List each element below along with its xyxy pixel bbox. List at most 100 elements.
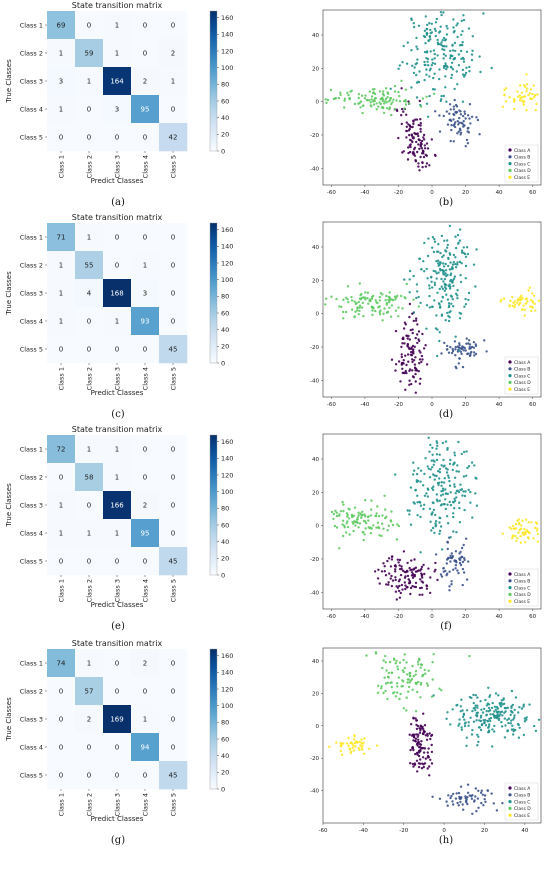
scatter-point <box>428 164 431 167</box>
scatter-point <box>437 271 440 274</box>
cell-value: 1 <box>87 446 91 454</box>
scatter-point <box>423 494 427 497</box>
scatter-point <box>450 552 453 555</box>
scatter-point <box>484 698 487 702</box>
scatter-point <box>414 581 418 585</box>
scatter-point <box>518 706 521 709</box>
scatter-point <box>497 694 500 697</box>
scatter-point <box>438 130 442 133</box>
cell-value: 1 <box>87 530 91 538</box>
legend-label: Class B <box>514 155 530 161</box>
scatter-point <box>451 708 454 711</box>
scatter-point <box>402 44 405 48</box>
scatter-point <box>489 719 492 723</box>
scatter-point <box>360 514 363 517</box>
scatter-point <box>432 250 436 254</box>
cell-value: 166 <box>110 502 124 510</box>
heatmap-cell <box>159 335 188 364</box>
scatter-point <box>467 724 470 727</box>
scatter-point <box>423 724 427 727</box>
x-tick-label: Class 4 <box>141 155 149 178</box>
scatter-point <box>484 719 487 722</box>
scatter-point <box>408 581 411 585</box>
scatter-point <box>415 759 419 762</box>
scatter-point <box>372 91 375 94</box>
scatter-point <box>357 93 361 96</box>
scatter-point <box>421 97 425 100</box>
scatter-point <box>409 748 412 752</box>
scatter-point <box>347 744 350 747</box>
scatter-point <box>433 281 436 284</box>
scatter-point <box>446 515 449 518</box>
scatter-point <box>416 751 419 754</box>
cell-value: 0 <box>59 744 63 752</box>
scatter-point <box>442 271 445 274</box>
scatter-point <box>396 682 399 685</box>
scatter-point <box>442 489 445 492</box>
scatter-point <box>456 35 459 39</box>
scatter-point <box>439 504 443 507</box>
scatter-point <box>456 263 459 266</box>
scatter-point <box>364 94 367 97</box>
scatter-point <box>470 53 474 56</box>
scatter-point <box>472 346 476 349</box>
heatmap-cell <box>159 279 188 308</box>
scatter-point <box>476 714 479 717</box>
scatter-point <box>477 735 480 738</box>
scatter-point <box>431 526 435 530</box>
scatter-point <box>465 450 468 453</box>
scatter-point <box>438 499 441 502</box>
y-tick-label: Class 5 <box>20 133 43 141</box>
scatter-point <box>422 484 425 487</box>
y-tick-label: Class 2 <box>20 473 43 481</box>
legend-marker <box>508 168 512 172</box>
scatter-point <box>434 522 437 525</box>
scatter-point <box>417 295 420 299</box>
scatter-point <box>460 249 464 252</box>
x-tick-label: Class 5 <box>169 579 177 602</box>
scatter-point <box>358 282 361 285</box>
scatter-point <box>401 342 404 345</box>
scatter-point <box>446 344 449 348</box>
scatter-point <box>415 733 418 736</box>
scatter-point <box>435 447 438 450</box>
cell-value: 0 <box>87 744 91 752</box>
scatter-point <box>418 743 422 746</box>
scatter-point <box>404 587 407 591</box>
scatter-point <box>414 319 418 322</box>
scatter-point <box>472 707 475 710</box>
cell-value: 0 <box>171 530 175 538</box>
colorbar-tick-label: 0 <box>221 571 225 579</box>
scatter-point <box>370 499 373 502</box>
scatter-point <box>409 350 413 354</box>
scatter-point <box>451 263 455 266</box>
scatter-point <box>448 585 451 588</box>
scatter-point <box>444 54 447 57</box>
scatter-point <box>419 551 422 554</box>
scatter-point <box>441 441 445 445</box>
scatter-point <box>414 159 417 162</box>
scatter-point <box>451 800 454 803</box>
scatter-point <box>480 708 483 711</box>
scatter-point <box>403 581 406 584</box>
scatter-point <box>468 65 471 69</box>
scatter-point <box>485 704 489 707</box>
scatter-point <box>352 522 355 525</box>
scatter-point <box>395 598 398 601</box>
scatter-point <box>375 526 378 529</box>
scatter-point <box>401 588 404 591</box>
scatter-point <box>433 283 437 287</box>
scatter-point <box>458 344 461 347</box>
scatter-point <box>457 362 460 365</box>
scatter-point <box>461 41 464 44</box>
scatter-point <box>464 303 468 306</box>
scatter-point <box>414 737 418 740</box>
heatmap-cell <box>159 491 188 520</box>
scatter-point <box>426 254 430 258</box>
scatter-point <box>408 278 411 281</box>
scatter-point <box>386 91 389 94</box>
x-axis-label: Predict Classes <box>91 389 144 397</box>
scatter-point <box>519 296 522 299</box>
y-tick-label: Class 3 <box>20 715 43 723</box>
scatter-point <box>419 501 422 504</box>
